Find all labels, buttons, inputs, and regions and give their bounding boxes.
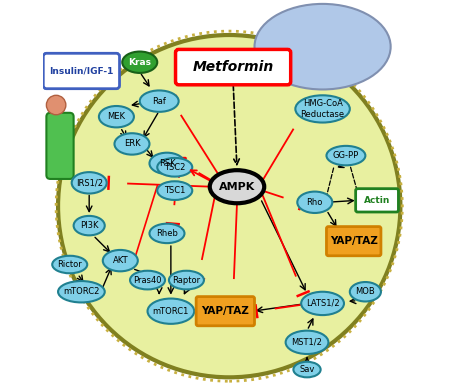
Ellipse shape xyxy=(169,271,204,289)
Text: Rheb: Rheb xyxy=(156,229,178,238)
Ellipse shape xyxy=(157,181,192,200)
Text: Kras: Kras xyxy=(128,58,151,67)
Text: LATS1/2: LATS1/2 xyxy=(306,299,339,308)
Ellipse shape xyxy=(140,91,179,112)
Ellipse shape xyxy=(350,282,381,301)
Text: MST1/2: MST1/2 xyxy=(292,338,322,347)
Circle shape xyxy=(46,95,66,115)
Text: PI3K: PI3K xyxy=(80,221,99,230)
Text: AKT: AKT xyxy=(112,256,128,265)
Text: YAP/TAZ: YAP/TAZ xyxy=(330,236,378,246)
FancyBboxPatch shape xyxy=(175,49,291,85)
Ellipse shape xyxy=(58,35,401,377)
Text: HMG-CoA
Reductase: HMG-CoA Reductase xyxy=(301,99,345,119)
Ellipse shape xyxy=(297,192,332,213)
FancyBboxPatch shape xyxy=(196,297,255,326)
Ellipse shape xyxy=(255,4,391,89)
Text: MEK: MEK xyxy=(108,112,126,121)
Text: Rho: Rho xyxy=(307,198,323,207)
Text: TSC1: TSC1 xyxy=(164,186,185,195)
Text: IRS1/2: IRS1/2 xyxy=(76,178,103,187)
Ellipse shape xyxy=(149,224,184,243)
Text: AMPK: AMPK xyxy=(219,182,255,192)
Text: Raptor: Raptor xyxy=(173,275,201,285)
Text: Rictor: Rictor xyxy=(57,260,82,269)
Text: Actin: Actin xyxy=(364,196,390,205)
Ellipse shape xyxy=(58,281,105,303)
Ellipse shape xyxy=(293,362,320,377)
Text: RSK: RSK xyxy=(159,159,175,168)
Text: Sav: Sav xyxy=(300,365,315,374)
Text: mTORC1: mTORC1 xyxy=(153,307,189,316)
Text: Raf: Raf xyxy=(152,96,166,106)
Text: TSC2: TSC2 xyxy=(164,163,185,172)
Text: ERK: ERK xyxy=(124,139,140,149)
Ellipse shape xyxy=(210,170,264,203)
Text: Pras40: Pras40 xyxy=(133,275,162,285)
Text: Metformin: Metformin xyxy=(192,60,274,74)
Ellipse shape xyxy=(73,216,105,235)
Ellipse shape xyxy=(114,133,149,155)
Ellipse shape xyxy=(130,271,165,289)
FancyBboxPatch shape xyxy=(46,113,73,179)
Ellipse shape xyxy=(99,106,134,128)
Text: YAP/TAZ: YAP/TAZ xyxy=(201,306,249,316)
Text: MOB: MOB xyxy=(356,287,375,296)
Ellipse shape xyxy=(147,299,194,324)
FancyBboxPatch shape xyxy=(43,53,119,89)
Text: Insulin/IGF-1: Insulin/IGF-1 xyxy=(49,66,114,75)
FancyBboxPatch shape xyxy=(327,226,381,256)
Ellipse shape xyxy=(286,331,328,354)
Text: GG-PP: GG-PP xyxy=(333,151,359,160)
Ellipse shape xyxy=(103,250,138,272)
Ellipse shape xyxy=(122,52,157,73)
Ellipse shape xyxy=(149,153,184,174)
Ellipse shape xyxy=(157,158,192,177)
Ellipse shape xyxy=(52,256,87,273)
FancyBboxPatch shape xyxy=(356,189,399,212)
Ellipse shape xyxy=(295,95,350,123)
Ellipse shape xyxy=(72,172,107,193)
Ellipse shape xyxy=(301,292,344,315)
Ellipse shape xyxy=(327,146,365,165)
Text: mTORC2: mTORC2 xyxy=(63,287,100,296)
